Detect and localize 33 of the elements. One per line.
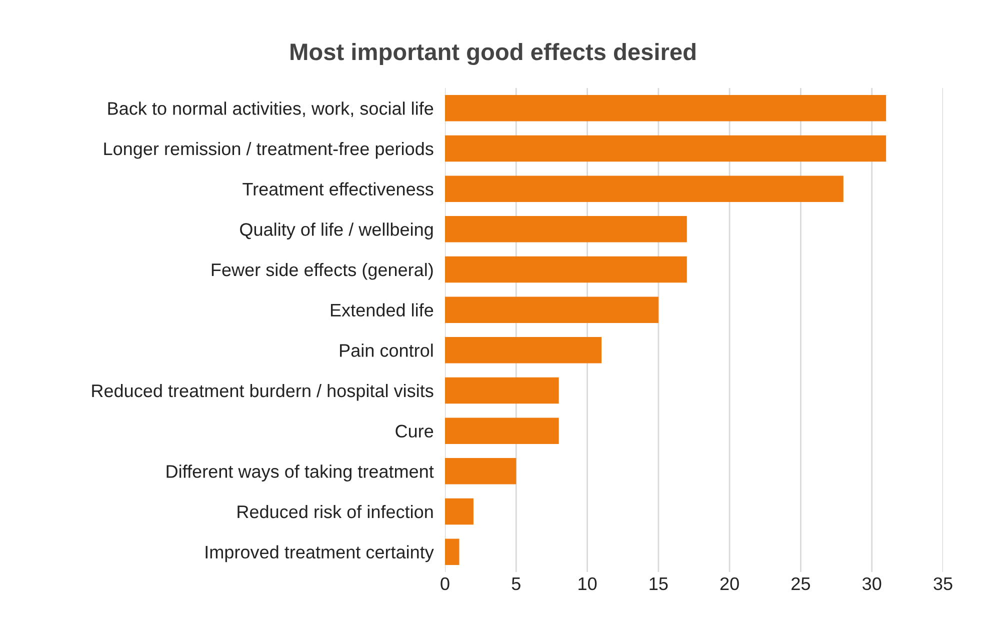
bar <box>445 377 559 404</box>
bar <box>445 498 474 525</box>
bar <box>445 538 460 565</box>
x-tick-label: 15 <box>650 578 668 590</box>
bar <box>445 95 886 122</box>
bar <box>445 216 687 242</box>
y-tick-label: Quality of life / wellbeing <box>240 222 433 240</box>
chart-title: Most important good effects desired <box>290 42 696 66</box>
bar <box>445 176 844 202</box>
y-tick-label: Improved treatment certainty <box>206 545 434 562</box>
y-tick-label: Reduced risk of infection <box>238 504 433 518</box>
x-tick-label: 35 <box>934 577 952 590</box>
x-tick-label: 0 <box>440 577 450 590</box>
y-tick-label: Different ways of taking treatment <box>166 464 434 482</box>
x-tick-label: 20 <box>720 577 739 590</box>
bar <box>445 337 602 364</box>
x-tick-label: 5 <box>512 578 520 590</box>
y-tick-label: Pain control <box>340 344 433 357</box>
bar <box>445 296 658 323</box>
x-tick-label: 10 <box>578 577 597 590</box>
y-tick-label: Back to normal activities, work, social life <box>108 102 434 118</box>
y-tick-label: Cure <box>396 424 434 438</box>
y-tick-label: Reduced treatment burdern / hospital visits <box>92 384 434 401</box>
y-tick-label: Treatment effectiveness <box>242 182 434 196</box>
y-tick-label: Extended life <box>330 303 434 317</box>
bar <box>445 256 687 283</box>
y-tick-label: Fewer side effects (general) <box>212 262 433 280</box>
bar <box>445 458 516 484</box>
y-tick-label: Longer remission / treatment-free periods <box>104 142 434 159</box>
bar <box>445 418 559 444</box>
x-tick-label: 30 <box>862 577 882 590</box>
x-tick-label: 25 <box>792 577 810 590</box>
bar <box>445 135 886 162</box>
